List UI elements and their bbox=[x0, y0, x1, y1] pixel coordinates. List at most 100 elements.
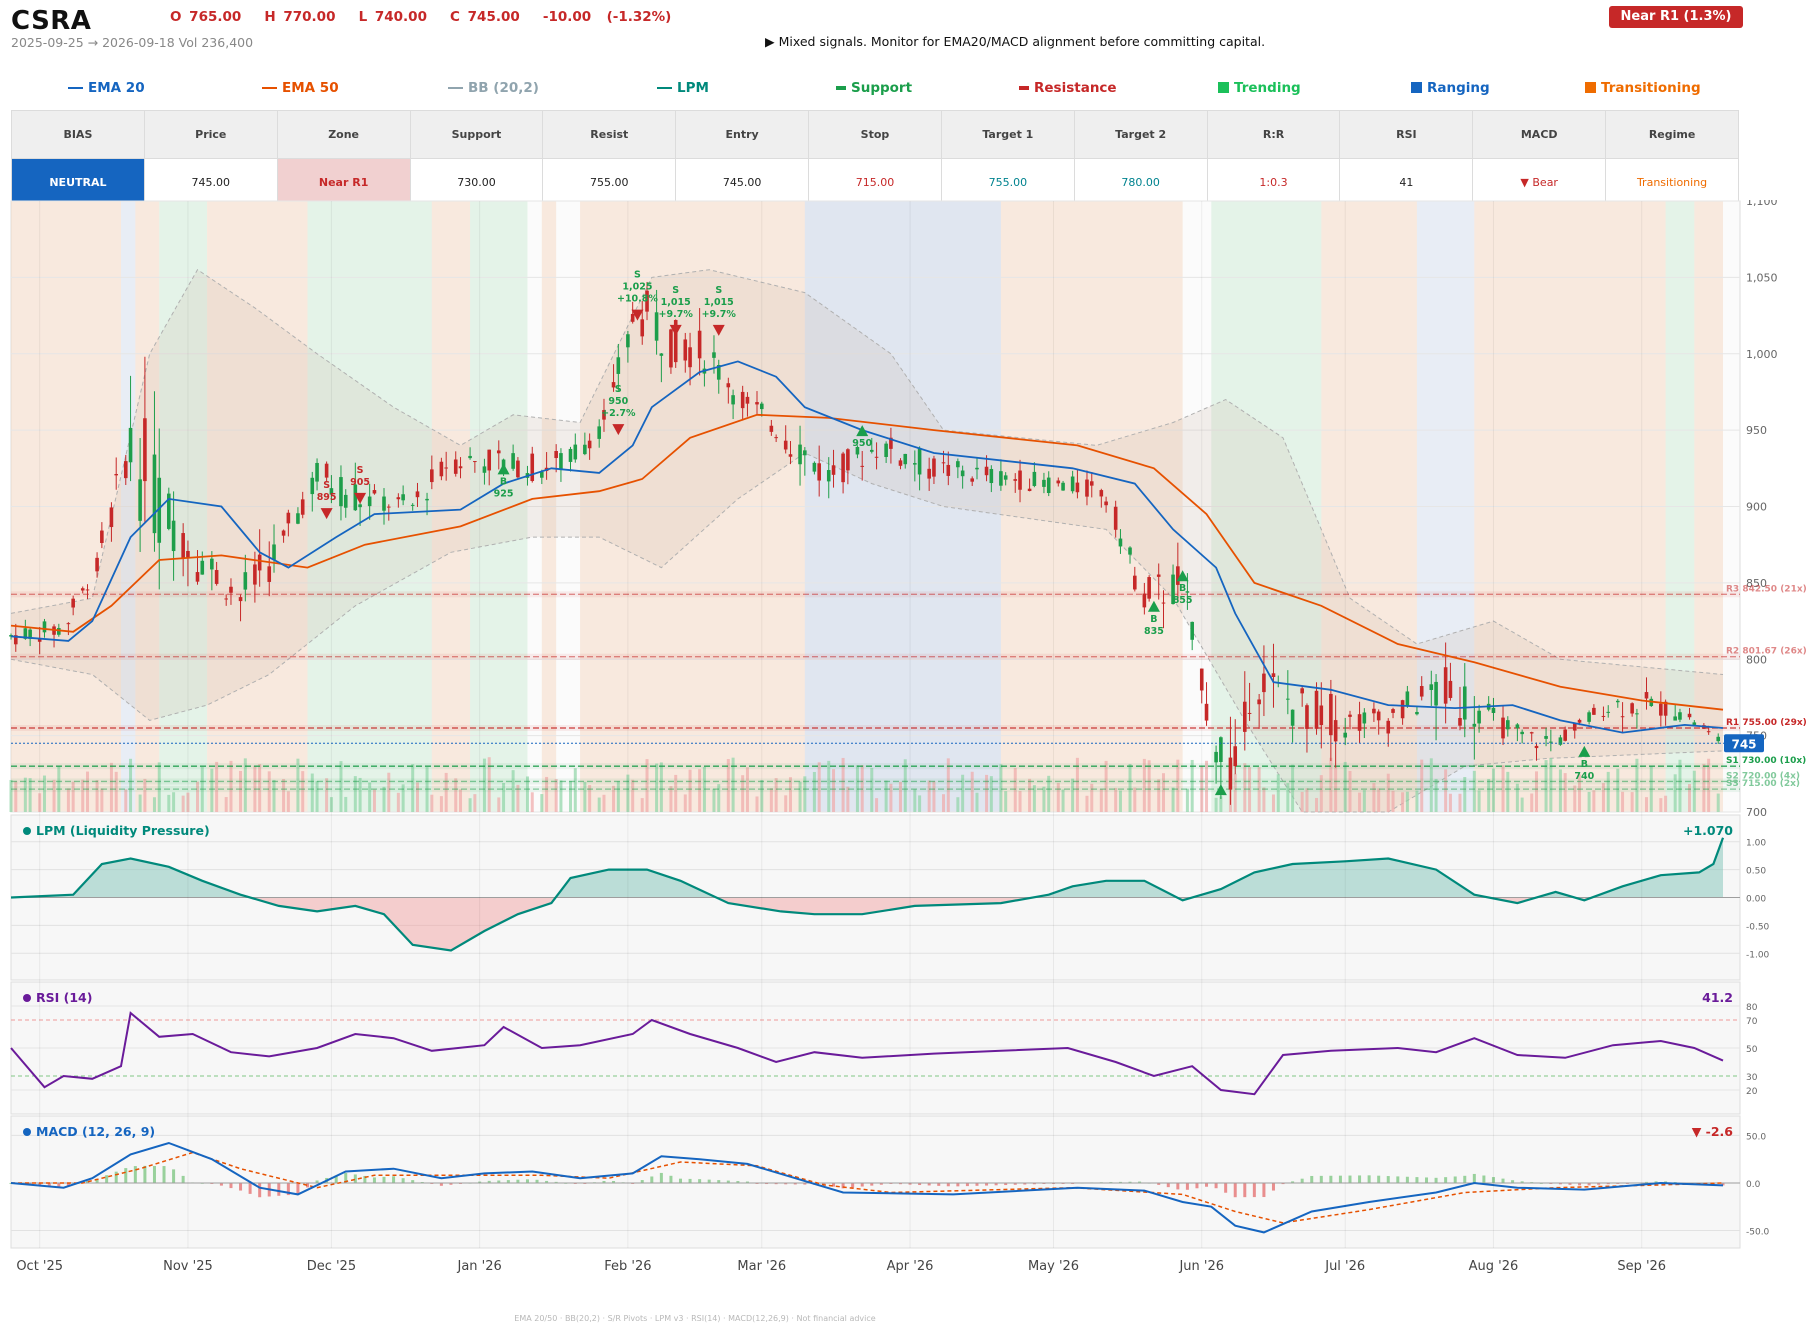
candle-body bbox=[57, 628, 61, 635]
volume-bar bbox=[1090, 783, 1094, 812]
volume-bar bbox=[1549, 757, 1553, 812]
volume-bar bbox=[301, 771, 305, 812]
candle-body bbox=[917, 447, 922, 475]
volume-bar bbox=[1028, 778, 1032, 812]
macd-histogram-bar bbox=[1606, 1182, 1610, 1185]
volume-bar bbox=[1214, 797, 1218, 812]
macd-histogram-bar bbox=[994, 1182, 998, 1186]
volume-bar bbox=[1386, 773, 1390, 812]
lpm-axis-tick: 0.00 bbox=[1746, 895, 1766, 905]
macd-histogram-bar bbox=[143, 1165, 147, 1183]
price-axis-tick: 700 bbox=[1746, 806, 1767, 819]
volume-bar bbox=[9, 779, 13, 812]
macd-histogram-bar bbox=[1233, 1182, 1237, 1198]
candle-body bbox=[927, 468, 931, 479]
volume-bar bbox=[755, 796, 759, 812]
candle-body bbox=[157, 477, 162, 543]
lpm-axis-tick: -0.50 bbox=[1746, 922, 1770, 932]
candle-body bbox=[874, 456, 879, 458]
volume-bar bbox=[1558, 769, 1562, 812]
candle-body bbox=[339, 477, 343, 507]
signal-label: 835 bbox=[1144, 626, 1164, 637]
volume-bar bbox=[970, 771, 974, 812]
macd-histogram-bar bbox=[258, 1182, 262, 1198]
macd-histogram-bar bbox=[1310, 1175, 1314, 1183]
volume-bar bbox=[1004, 791, 1008, 812]
macd-histogram-bar bbox=[870, 1182, 874, 1186]
volume-bar bbox=[368, 782, 372, 812]
volume-bar bbox=[612, 785, 616, 812]
candle-body bbox=[716, 364, 721, 380]
col-zone: Zone bbox=[276, 110, 411, 159]
macd-histogram-bar bbox=[1396, 1176, 1400, 1183]
candle-body bbox=[1132, 575, 1137, 590]
macd-histogram-bar bbox=[985, 1182, 989, 1186]
candle-body bbox=[372, 490, 377, 494]
macd-histogram-bar bbox=[449, 1182, 453, 1185]
candle-body bbox=[1171, 574, 1175, 605]
col-target1: Target 1 bbox=[940, 110, 1075, 159]
x-axis-tick: Jun '26 bbox=[1178, 1259, 1224, 1274]
rr-value: 1:0.3 bbox=[1206, 158, 1341, 206]
candle-body bbox=[42, 621, 47, 633]
candle-body bbox=[1075, 482, 1080, 493]
col-entry: Entry bbox=[675, 110, 810, 159]
price-axis-tick: 900 bbox=[1746, 501, 1767, 514]
candle-body bbox=[243, 572, 248, 590]
candle-body bbox=[114, 474, 119, 476]
volume-bar bbox=[344, 796, 348, 812]
candle-body bbox=[587, 440, 592, 449]
candle-body bbox=[367, 496, 372, 507]
volume-bar bbox=[774, 778, 778, 812]
legend-ema50: EMA 50 bbox=[262, 80, 339, 96]
signal-label: +9.7% bbox=[702, 309, 737, 320]
macd-histogram-bar bbox=[698, 1179, 702, 1183]
macd-histogram-bar bbox=[1664, 1181, 1668, 1183]
candle-body bbox=[181, 533, 185, 560]
macd-panel bbox=[10, 1115, 1741, 1249]
candle-body bbox=[946, 464, 951, 476]
candle-body bbox=[1319, 705, 1324, 726]
support-value: 730.00 bbox=[409, 158, 544, 206]
macd-histogram-bar bbox=[1032, 1182, 1036, 1185]
lpm-axis-tick: 0.50 bbox=[1746, 867, 1766, 877]
candle-body bbox=[817, 463, 821, 481]
candle-body bbox=[697, 330, 702, 359]
candle-body bbox=[1706, 731, 1711, 733]
macd-histogram-bar bbox=[1453, 1176, 1457, 1183]
macd-histogram-bar bbox=[1329, 1175, 1333, 1183]
volume-bar bbox=[846, 786, 850, 812]
candle-body bbox=[1286, 698, 1290, 700]
volume-bar bbox=[14, 781, 18, 812]
volume-bar bbox=[898, 781, 902, 812]
candle-body bbox=[1419, 686, 1424, 697]
volume-bar bbox=[889, 783, 893, 812]
volume-bar bbox=[1692, 770, 1696, 812]
macd-axis-tick: -50.0 bbox=[1746, 1227, 1770, 1237]
volume-bar bbox=[229, 760, 233, 812]
candle-body bbox=[1290, 709, 1295, 726]
candle-body bbox=[257, 554, 262, 571]
volume-bar bbox=[1243, 763, 1247, 812]
candle-body bbox=[1692, 722, 1697, 725]
candle-body bbox=[1147, 577, 1151, 599]
candle-body bbox=[1663, 701, 1668, 716]
candle-body bbox=[23, 628, 28, 639]
summary-value-row: NEUTRAL 745.00 Near R1 730.00 755.00 745… bbox=[11, 158, 1739, 206]
candle-body bbox=[1448, 680, 1453, 698]
volume-bar bbox=[989, 776, 993, 812]
signal-label: S bbox=[323, 480, 330, 491]
candle-body bbox=[214, 570, 219, 584]
level-label: S3 715.00 (2x) bbox=[1726, 779, 1800, 789]
macd-axis-tick: 0.0 bbox=[1746, 1180, 1761, 1190]
candle-body bbox=[300, 499, 305, 515]
macd-histogram-bar bbox=[286, 1182, 290, 1196]
volume-bar bbox=[1305, 788, 1309, 812]
volume-bar bbox=[1348, 770, 1352, 812]
bollinger-band-fill bbox=[11, 269, 1723, 812]
candle-body bbox=[1070, 476, 1075, 492]
volume-bar bbox=[95, 780, 99, 812]
candle-body bbox=[396, 497, 401, 500]
legend-resistance: Resistance bbox=[1019, 80, 1117, 96]
candle-body bbox=[430, 469, 434, 483]
